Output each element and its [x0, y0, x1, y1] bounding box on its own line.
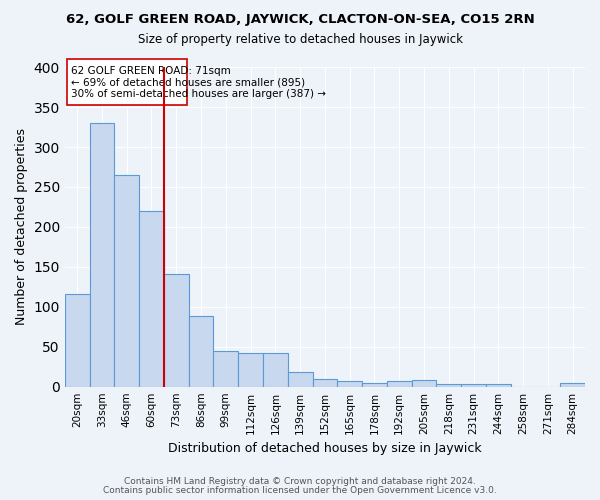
Y-axis label: Number of detached properties: Number of detached properties: [15, 128, 28, 326]
Text: Size of property relative to detached houses in Jaywick: Size of property relative to detached ho…: [137, 32, 463, 46]
Bar: [436, 384, 461, 386]
Bar: [214, 350, 238, 386]
Bar: [560, 382, 585, 386]
Bar: [486, 384, 511, 386]
Bar: [387, 381, 412, 386]
X-axis label: Distribution of detached houses by size in Jaywick: Distribution of detached houses by size …: [168, 442, 482, 455]
Bar: [115, 175, 139, 386]
Bar: [139, 211, 164, 386]
Bar: [288, 372, 313, 386]
Text: 62, GOLF GREEN ROAD, JAYWICK, CLACTON-ON-SEA, CO15 2RN: 62, GOLF GREEN ROAD, JAYWICK, CLACTON-ON…: [65, 12, 535, 26]
Bar: [188, 316, 214, 386]
Bar: [313, 378, 337, 386]
Bar: [238, 353, 263, 386]
Bar: [89, 123, 115, 386]
Bar: [412, 380, 436, 386]
Text: 62 GOLF GREEN ROAD: 71sqm
← 69% of detached houses are smaller (895)
30% of semi: 62 GOLF GREEN ROAD: 71sqm ← 69% of detac…: [71, 66, 326, 98]
Bar: [362, 382, 387, 386]
Bar: [164, 274, 188, 386]
Bar: [263, 353, 288, 386]
FancyBboxPatch shape: [67, 59, 187, 104]
Bar: [461, 384, 486, 386]
Bar: [337, 381, 362, 386]
Text: Contains public sector information licensed under the Open Government Licence v3: Contains public sector information licen…: [103, 486, 497, 495]
Bar: [65, 294, 89, 386]
Text: Contains HM Land Registry data © Crown copyright and database right 2024.: Contains HM Land Registry data © Crown c…: [124, 477, 476, 486]
